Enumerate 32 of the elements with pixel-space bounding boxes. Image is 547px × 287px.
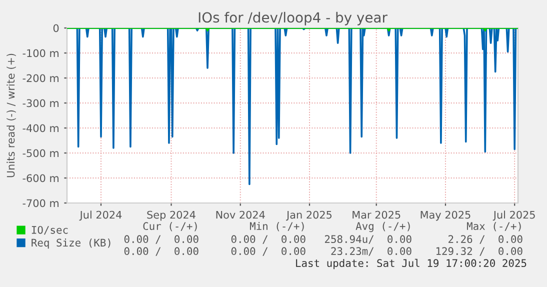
y-tick-label: -600 m	[22, 174, 58, 182]
x-tick-label: Jan 2025	[286, 210, 332, 221]
text: 2.26 / 0.00	[448, 235, 522, 244]
chart-title: IOs for /dev/loop4 - by year	[198, 12, 388, 26]
text: 0.00 / 0.00	[231, 247, 306, 256]
text: 0.00 / 0.00	[231, 235, 306, 244]
x-tick-label: Jul 2025	[492, 210, 535, 221]
x-tick-label: May 2025	[420, 210, 470, 221]
y-tick-label: -300 m	[22, 99, 58, 108]
text: Max (-/+)	[466, 222, 521, 232]
x-tick-label: Sep 2024	[147, 210, 196, 221]
text: Last update: Sat Jul 19 17:00:20 2025	[296, 258, 526, 270]
legend-label: Req Size (KB)	[32, 238, 110, 249]
legend-label: IO/sec	[32, 226, 68, 235]
x-tick-label: Mar 2025	[352, 210, 400, 219]
text: Avg (-/+)	[356, 222, 410, 232]
text: Cur (-/+)	[143, 222, 197, 232]
y-tick-label: -100 m	[22, 49, 58, 58]
y-axis-title: Units read (-) / write (+)	[6, 54, 16, 178]
y-tick-label: -200 m	[22, 74, 58, 82]
text: 0.00 / 0.00	[124, 235, 198, 244]
y-tick-label: -700 m	[22, 199, 58, 208]
text: 129.32 / 0.00	[436, 247, 522, 256]
x-tick-label: Jul 2024	[79, 210, 122, 221]
y-tick-label: -400 m	[22, 124, 58, 132]
y-tick-label: -500 m	[22, 149, 58, 158]
text: 23.23m/ 0.00	[331, 247, 412, 256]
y-tick-label: 0	[53, 24, 59, 32]
text: 0.00 / 0.00	[124, 247, 198, 256]
text: Min (-/+)	[250, 222, 304, 232]
text: 258.94u/ 0.00	[324, 235, 412, 244]
x-tick-label: Nov 2024	[216, 210, 265, 219]
